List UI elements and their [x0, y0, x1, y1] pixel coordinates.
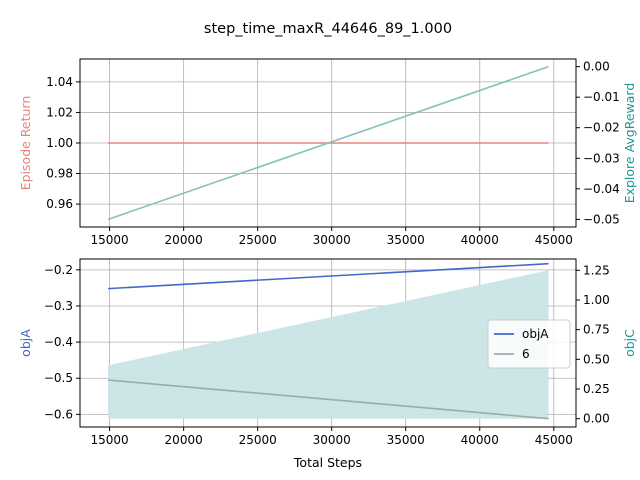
bottom-y-ticks: −0.6 −0.5 −0.4 −0.3 −0.2: [44, 263, 80, 421]
y-tick-label: 0.98: [46, 167, 73, 181]
x-tick-label: 40000: [461, 233, 499, 247]
legend: objA 6: [487, 319, 571, 369]
bottom-x-ticks: 15000 20000 25000 30000 35000 40000 45000: [91, 427, 573, 447]
x-tick-label: 20000: [165, 433, 203, 447]
x-tick-label: 30000: [313, 433, 351, 447]
figure-title: step_time_maxR_44646_89_1.000: [204, 21, 452, 37]
y2-tick-label: 0.50: [583, 352, 610, 366]
x-tick-label: 35000: [387, 433, 425, 447]
y-tick-label: 1.02: [46, 105, 73, 119]
x-tick-label: 15000: [91, 233, 129, 247]
top-x-ticks: 15000 20000 25000 30000 35000 40000 45000: [91, 227, 573, 247]
y-tick-label: −0.4: [44, 335, 73, 349]
y2-tick-label: 1.25: [583, 263, 610, 277]
bottom-y2-ticks: 0.00 0.25 0.50 0.75 1.00 1.25: [576, 263, 610, 426]
six-line: [108, 379, 549, 420]
x-tick-label: 30000: [313, 233, 351, 247]
legend-objA-label: objA: [522, 327, 549, 341]
y2-tick-label: −0.05: [583, 212, 620, 226]
objA-line: [108, 262, 549, 290]
objc-fill-area: [108, 270, 549, 419]
y-tick-label: −0.2: [44, 263, 73, 277]
explore-avgreward-line: [107, 65, 549, 221]
top-y2-ticks: −0.05 −0.04 −0.03 −0.02 −0.01 0.00: [576, 60, 620, 226]
x-tick-label: 25000: [239, 433, 277, 447]
y2-tick-label: 0.75: [583, 323, 610, 337]
x-tick-label: 25000: [239, 233, 277, 247]
y-tick-label: −0.6: [44, 407, 73, 421]
top-y-axis-label: Episode Return: [18, 96, 33, 191]
top-panel: 15000 20000 25000 30000 35000 40000 45000 0.96…: [18, 58, 637, 247]
top-y2-axis-label: Explore AvgReward: [622, 83, 637, 204]
top-y-ticks: 0.96 0.98 1.00 1.02 1.04: [46, 75, 80, 211]
y2-tick-label: −0.04: [583, 182, 620, 196]
y2-tick-label: −0.02: [583, 121, 620, 135]
y-tick-label: 1.00: [46, 136, 73, 150]
top-marks: [107, 65, 549, 221]
bottom-plot-frame: [79, 258, 577, 428]
y-tick-label: −0.5: [44, 371, 73, 385]
legend-box: [487, 319, 571, 369]
x-tick-label: 35000: [387, 233, 425, 247]
x-tick-label: 45000: [535, 433, 573, 447]
x-tick-label: 40000: [461, 433, 499, 447]
y2-tick-label: 0.00: [583, 412, 610, 426]
y-tick-label: −0.3: [44, 299, 73, 313]
legend-six-label: 6: [522, 347, 530, 361]
x-tick-label: 20000: [165, 233, 203, 247]
x-tick-label: 15000: [91, 433, 129, 447]
y2-tick-label: −0.01: [583, 90, 620, 104]
bottom-y-axis-label: objA: [18, 329, 33, 357]
bottom-y2-axis-label: objC: [622, 329, 637, 357]
y2-tick-label: 0.25: [583, 382, 610, 396]
y2-tick-label: 0.00: [583, 60, 610, 74]
bottom-marks: [108, 262, 549, 420]
bottom-x-axis-label: Total Steps: [293, 455, 362, 470]
bottom-panel: 15000 20000 25000 30000 35000 40000 45000 −0.6…: [18, 258, 637, 470]
x-tick-label: 45000: [535, 233, 573, 247]
y2-tick-label: 1.00: [583, 293, 610, 307]
y-tick-label: 1.04: [46, 75, 73, 89]
y-tick-label: 0.96: [46, 197, 73, 211]
y2-tick-label: −0.03: [583, 151, 620, 165]
